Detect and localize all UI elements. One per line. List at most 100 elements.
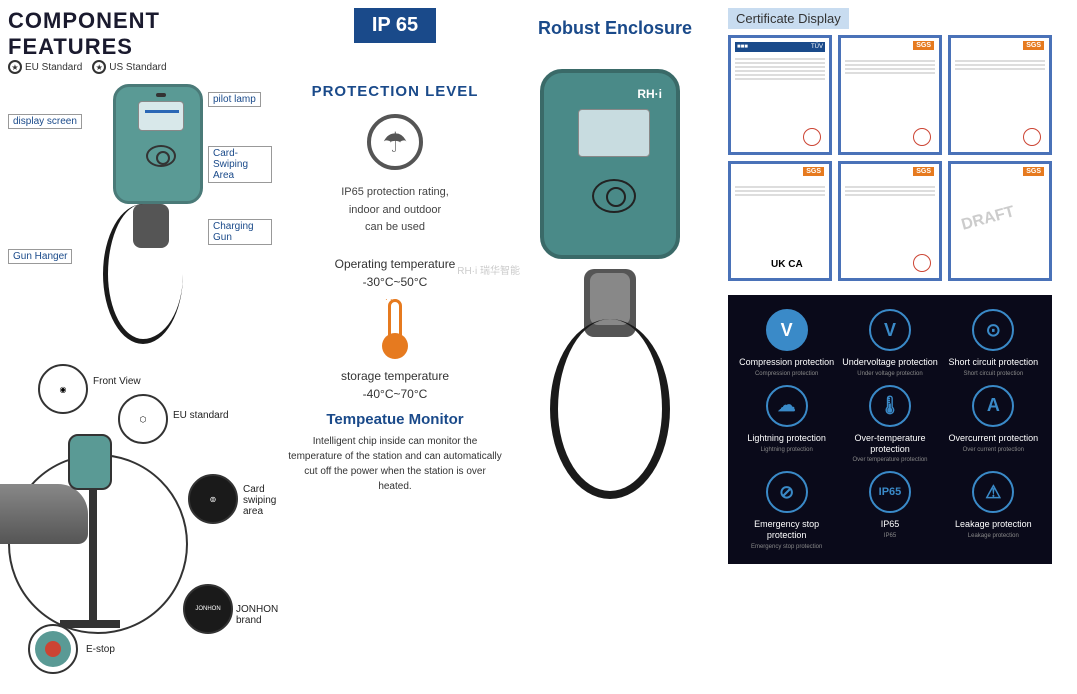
protection-icon: 🌡	[869, 385, 911, 427]
sgs-label: SGS	[1023, 167, 1044, 176]
protection-level-title: PROTECTION LEVEL	[288, 83, 502, 100]
stand-base	[60, 620, 120, 628]
ip-badge: IP 65	[354, 8, 436, 43]
protection-main-label: Emergency stop protection	[738, 519, 835, 541]
storage-temp-title: storage temperature	[288, 369, 502, 383]
big-cable-area	[540, 259, 690, 499]
us-standard-badge: ★ US Standard	[92, 60, 166, 74]
protection-text: IP65 protection rating, indoor and outdo…	[288, 184, 502, 237]
protection-grid: VCompression protectionCompression prote…	[728, 295, 1052, 564]
card-swipe-circle: ⊚	[188, 474, 238, 524]
protection-sub-label: Under voltage protection	[841, 371, 938, 377]
sgs-label: SGS	[913, 41, 934, 50]
protection-sub-label: Lightning protection	[738, 447, 835, 453]
protection-sub-label: Over current protection	[945, 447, 1042, 453]
protection-icon: ⊙	[972, 309, 1014, 351]
protection-cell: IP65IP65IP65	[841, 471, 938, 550]
display-screen	[138, 101, 184, 131]
section-title: COMPONENT FEATURES	[8, 8, 272, 60]
protection-icon: IP65	[869, 471, 911, 513]
page-container: COMPONENT FEATURES ★ EU Standard ★ US St…	[0, 0, 1077, 675]
accessory-diagram: ◉ ⬡ ⊚ JONHON Front View EU standard Card…	[8, 354, 272, 694]
umbrella-icon: ☂	[367, 114, 423, 170]
storage-temp-value: -40°C~70°C	[288, 387, 502, 401]
label-hanger: Gun Hanger	[8, 249, 72, 264]
label-display: display screen	[8, 114, 82, 129]
protection-sub-label: Compression protection	[738, 371, 835, 377]
big-cable	[550, 319, 670, 499]
stamp-icon	[913, 254, 931, 272]
protection-sub-label: Short circuit protection	[945, 371, 1042, 377]
stamp-icon	[913, 128, 931, 146]
eu-connector-circle: ⬡	[118, 394, 168, 444]
stamp-icon	[803, 128, 821, 146]
acc-label-front: Front View	[93, 376, 141, 387]
estop-circle	[28, 624, 78, 674]
temp-monitor-body: Intelligent chip inside can monitor the …	[288, 434, 502, 494]
protection-main-label: Lightning protection	[738, 433, 835, 444]
protection-column: IP 65 PROTECTION LEVEL ☂ IP65 protection…	[280, 0, 510, 675]
pilot-lamp	[156, 93, 166, 97]
protection-icon: ☁	[766, 385, 808, 427]
cert-grid: ■■■TÜV SGS SGS SGS UK CA SGS SGSDRAFT	[728, 35, 1052, 281]
big-gun	[590, 273, 630, 325]
protection-cell: V Undervoltage protection Under voltage pr…	[841, 309, 938, 377]
protection-icon: A	[972, 385, 1014, 427]
enclosure-column: Robust Enclosure RH·i	[510, 0, 720, 675]
temp-monitor-title: Tempeatue Monitor	[288, 411, 502, 428]
protection-icon: V	[869, 309, 911, 351]
sgs-label: SGS	[1023, 41, 1044, 50]
tuv-label: TÜV	[811, 44, 823, 50]
charger-stand	[68, 434, 118, 634]
therm-bulb	[382, 333, 408, 359]
big-charger-body: RH·i	[540, 69, 680, 259]
right-column: Certificate Display ■■■TÜV SGS SGS SGS UK…	[720, 0, 1060, 675]
protection-cell: A Overcurrent protection Over current prot…	[945, 385, 1042, 464]
protection-cell: ⊘Emergency stop protectionEmergency stop…	[738, 471, 835, 550]
protection-cell: ☁ Lightning protection Lightning protectio…	[738, 385, 835, 464]
protection-icon: ⚠	[972, 471, 1014, 513]
protection-cell: 🌡Over-temperature protectionOver tempera…	[841, 385, 938, 464]
protection-main-label: Leakage protection	[945, 519, 1042, 530]
sgs-label: SGS	[803, 167, 824, 176]
cert-1: ■■■TÜV	[728, 35, 832, 155]
card-area	[146, 145, 176, 167]
thermometer-icon: · · ·	[375, 299, 415, 359]
protection-cell: ⚠ Leakage protection Leakage protection	[945, 471, 1042, 550]
label-pilot: pilot lamp	[208, 92, 261, 107]
label-card: Card-Swiping Area	[208, 146, 272, 183]
protection-sub-label: Over temperature protection	[841, 457, 938, 463]
standard-badges: ★ EU Standard ★ US Standard	[8, 60, 272, 74]
cert-4: SGS UK CA	[728, 161, 832, 281]
big-screen	[578, 109, 650, 157]
protection-icon: V	[766, 309, 808, 351]
protection-sub-label: IP65	[841, 533, 938, 539]
estop-button-icon	[45, 641, 61, 657]
us-icon: ★	[92, 60, 106, 74]
protection-icon: ⊘	[766, 471, 808, 513]
us-standard-label: US Standard	[109, 62, 166, 73]
label-charging: Charging Gun	[208, 219, 272, 245]
protection-sub-label: Leakage protection	[945, 533, 1042, 539]
acc-label-eu: EU standard	[173, 410, 229, 421]
eu-standard-label: EU Standard	[25, 62, 82, 73]
sgs-label: SGS	[913, 167, 934, 176]
prot-line-2: indoor and outdoor	[288, 202, 502, 220]
component-features-column: COMPONENT FEATURES ★ EU Standard ★ US St…	[0, 0, 280, 675]
cert-banner: Certificate Display	[728, 8, 849, 29]
robust-title: Robust Enclosure	[518, 18, 712, 39]
protection-cell: VCompression protectionCompression prote…	[738, 309, 835, 377]
acc-label-estop: E-stop	[86, 644, 115, 655]
brand-label: RH·i	[637, 87, 662, 101]
protection-main-label: Undervoltage protection	[841, 357, 938, 368]
eu-icon: ★	[8, 60, 22, 74]
cert-6: SGSDRAFT	[948, 161, 1052, 281]
protection-main-label: Overcurrent protection	[945, 433, 1042, 444]
protection-main-label: Short circuit protection	[945, 357, 1042, 368]
ukca-label: UK CA	[771, 259, 803, 270]
stand-pole	[89, 490, 97, 620]
eu-standard-badge: ★ EU Standard	[8, 60, 82, 74]
big-card-area	[592, 179, 636, 213]
watermark: RH·i 瑞华智能	[457, 262, 520, 277]
charger-diagram: display screen pilot lamp Card-Swiping A…	[8, 74, 272, 354]
